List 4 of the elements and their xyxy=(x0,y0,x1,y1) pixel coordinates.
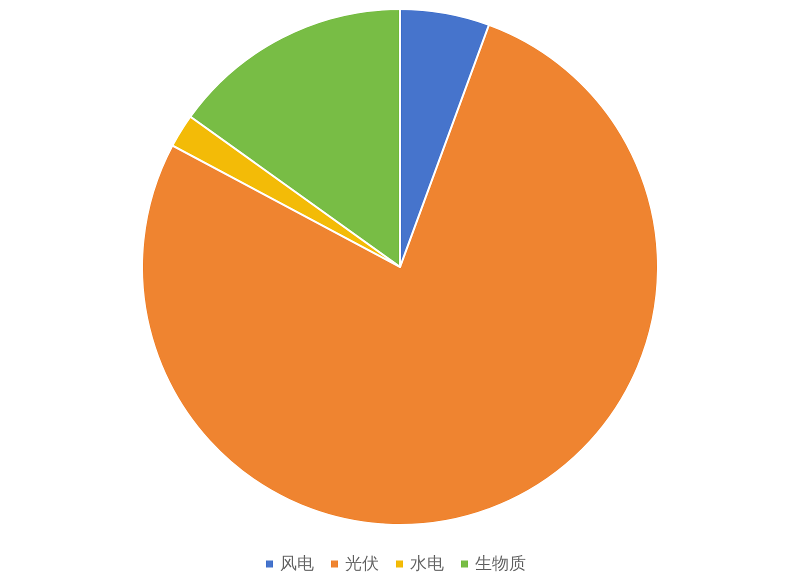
legend-label: 生物质 xyxy=(475,554,526,574)
legend-label: 光伏 xyxy=(345,554,379,574)
legend-label: 风电 xyxy=(280,554,314,574)
legend-label: 水电 xyxy=(410,554,444,574)
